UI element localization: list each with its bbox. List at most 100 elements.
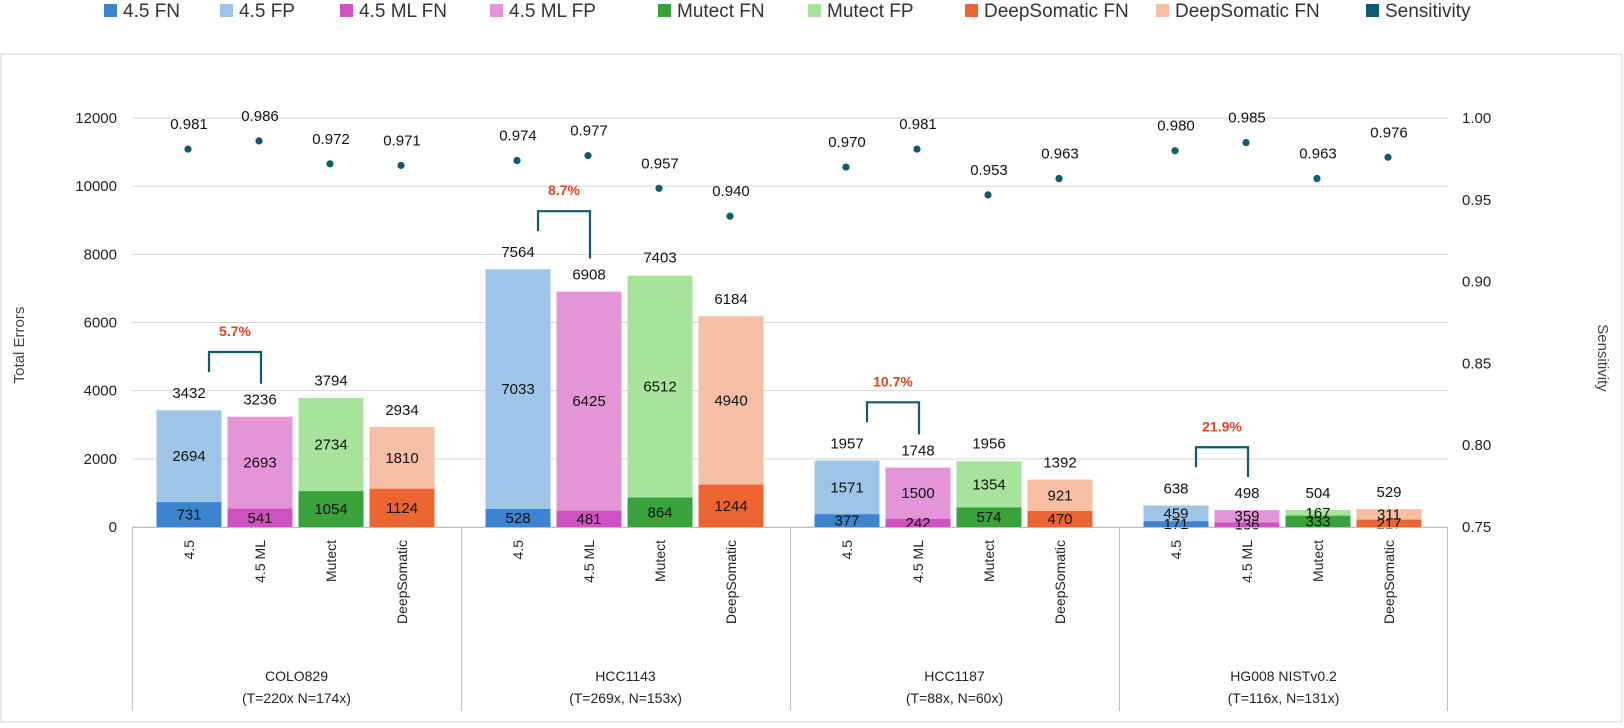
fp-value-label: 1571	[830, 479, 863, 496]
bar-fp-segment	[1356, 509, 1422, 520]
sensitivity-point	[842, 163, 850, 171]
sensitivity-label: 0.963	[1041, 146, 1079, 163]
sensitivity-point	[584, 152, 592, 160]
bar-fp-segment	[627, 275, 693, 498]
bar-fn-segment	[885, 518, 951, 527]
y2-tick-label: 0.95	[1462, 192, 1491, 209]
sensitivity-label: 0.953	[970, 162, 1008, 179]
legend-swatch	[658, 4, 671, 17]
y-tick-label: 2000	[84, 451, 117, 468]
bar-fp-segment	[227, 416, 293, 509]
y2-tick-label: 0.85	[1462, 355, 1491, 372]
total-value-label: 2934	[385, 402, 418, 419]
total-value-label: 529	[1376, 484, 1401, 501]
bar-fn-segment	[1285, 515, 1351, 527]
sensitivity-point	[984, 191, 992, 199]
bar-fn-segment	[1356, 519, 1422, 527]
fp-value-label: 921	[1047, 487, 1072, 504]
category-label: 4.5 ML	[252, 540, 268, 583]
sensitivity-label: 0.981	[899, 116, 937, 133]
bar-fp-segment	[885, 467, 951, 519]
bar-fp-segment	[156, 410, 222, 503]
legend-swatch	[490, 4, 503, 17]
fp-value-label: 2693	[243, 455, 276, 472]
fp-value-label: 2694	[172, 448, 205, 465]
legend-label: 4.5 FP	[239, 1, 295, 22]
sensitivity-point	[1055, 174, 1063, 183]
bar-fn-segment	[156, 502, 222, 527]
sensitivity-label: 0.963	[1299, 146, 1337, 163]
group-label: HG008 NISTv0.2	[1230, 668, 1337, 684]
fn-value-label: 864	[647, 504, 672, 521]
group-label: HCC1187	[924, 668, 985, 684]
legend-swatch	[340, 4, 353, 17]
category-label: 4.5	[839, 540, 855, 560]
y-tick-label: 10000	[75, 178, 117, 195]
total-value-label: 498	[1234, 485, 1259, 502]
bar-fn-segment	[485, 509, 551, 527]
total-value-label: 638	[1163, 480, 1188, 497]
fn-value-label: 481	[576, 511, 601, 528]
total-value-label: 1957	[830, 435, 863, 452]
fn-value-label: 377	[834, 513, 859, 530]
bar-fn-segment	[298, 491, 364, 527]
bar-fp-segment	[298, 397, 364, 492]
legend-swatch	[104, 4, 117, 17]
fp-value-label: 311	[1377, 506, 1401, 523]
sensitivity-point	[326, 160, 334, 168]
legend-label: 4.5 ML FP	[509, 1, 596, 22]
x-axis: 4.5 4.5 ML Mutect DeepSomatic COLO829 (T=220x…	[132, 527, 1448, 711]
total-value-label: 6908	[572, 267, 605, 284]
total-value-label: 1392	[1043, 455, 1076, 472]
sensitivity-point	[1171, 147, 1179, 155]
y-tick-label: 12000	[75, 110, 117, 127]
bar-fn-segment	[627, 497, 693, 527]
improvement-bracket	[536, 210, 592, 259]
sensitivity-point	[913, 145, 921, 153]
fp-value-label: 459	[1163, 505, 1188, 522]
group-subtitle: (T=269x, N=153x)	[569, 690, 682, 706]
bar-fn-segment	[556, 510, 622, 527]
sensitivity-point	[397, 161, 405, 170]
y-tick-label: 4000	[84, 383, 117, 400]
category-label: 4.5 ML	[581, 540, 597, 583]
category-label: DeepSomatic	[1052, 540, 1068, 624]
bar-fp-segment	[956, 461, 1022, 508]
improvement-bracket	[1194, 446, 1250, 478]
category-label: Mutect	[1310, 540, 1326, 582]
fn-value-label: 217	[1376, 515, 1401, 532]
bars: 731 2694 3432 541 2693 3236 1054 2734 3794 1124 18…	[156, 244, 1422, 534]
bar-fp-segment	[485, 269, 551, 510]
legend-swatch	[808, 4, 821, 17]
fn-value-label: 242	[905, 515, 930, 532]
bar-fp-segment	[556, 291, 622, 511]
sensitivity-label: 0.971	[383, 132, 421, 149]
sensitivity-point	[655, 184, 663, 192]
improvement-brackets: 5.7% 8.7% 10.7% 21.9%	[207, 182, 1250, 478]
fp-value-label: 2734	[314, 436, 347, 453]
fp-value-label: 1354	[972, 476, 1005, 493]
group-subtitle: (T=88x, N=60x)	[906, 690, 1003, 706]
bar-fp-segment	[1027, 479, 1093, 511]
improvement-label: 21.9%	[1202, 418, 1242, 434]
bar-fn-segment	[1027, 510, 1093, 527]
total-value-label: 504	[1305, 485, 1330, 502]
total-value-label: 3794	[314, 373, 347, 390]
sensitivity-label: 0.972	[312, 131, 350, 148]
fn-value-label: 136	[1234, 517, 1259, 534]
total-value-label: 6184	[714, 291, 747, 308]
total-value-label: 7403	[643, 250, 676, 267]
sensitivity-points: 0.981 0.986 0.972 0.971 0.974 0.977 0.957 0.940…	[170, 108, 1408, 220]
sensitivity-point	[1242, 138, 1250, 147]
fn-value-label: 1054	[314, 501, 347, 518]
bar-fp-segment	[814, 460, 880, 515]
category-label: DeepSomatic	[394, 540, 410, 624]
bar-fp-segment	[369, 426, 435, 489]
legend: 4.5 FN 4.5 FP 4.5 ML FN 4.5 ML FP Mutect FN M…	[104, 1, 1471, 22]
group-subtitle: (T=116x, N=131x)	[1228, 690, 1340, 706]
sensitivity-point	[255, 137, 263, 145]
legend-swatch	[1366, 4, 1379, 17]
fp-value-label: 1500	[901, 485, 934, 502]
